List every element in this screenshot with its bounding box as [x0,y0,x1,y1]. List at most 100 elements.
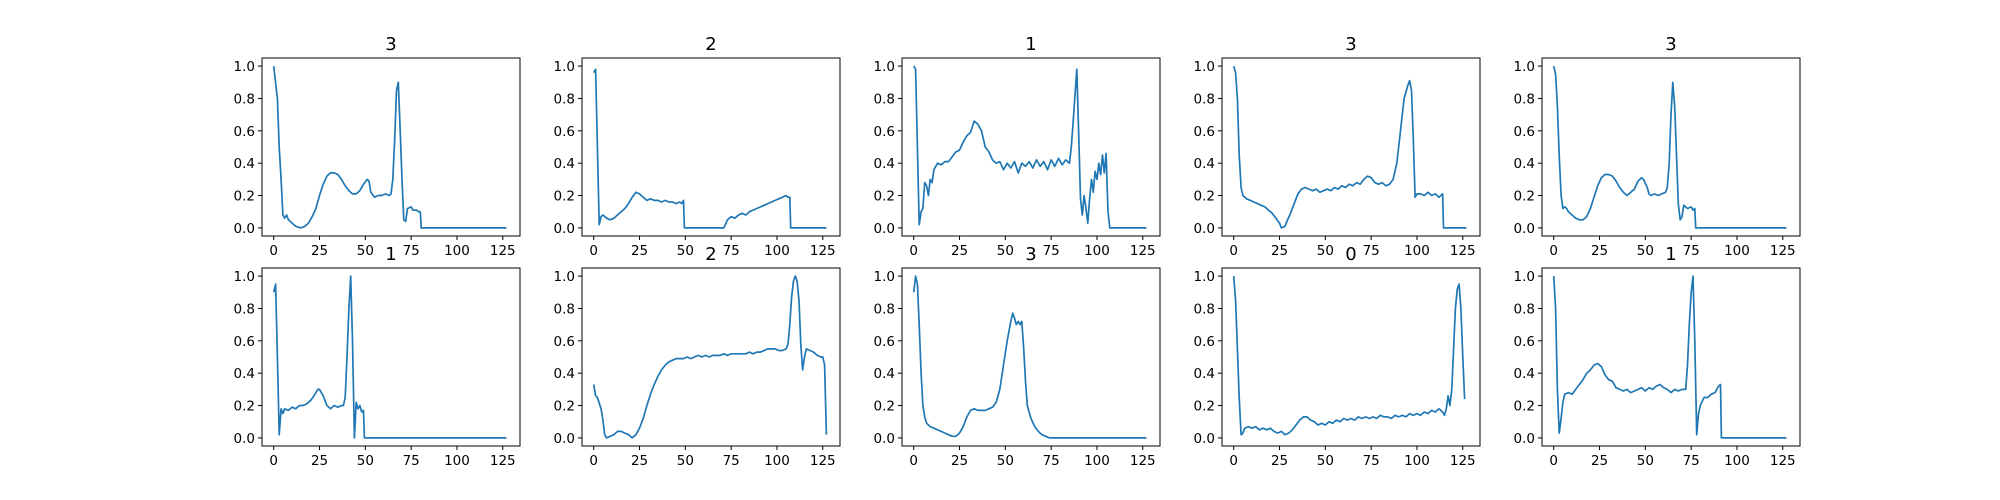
x-tick-label: 100 [1724,243,1750,259]
x-tick-label: 100 [1404,243,1430,259]
x-tick-label: 50 [1637,453,1654,469]
x-tick-label: 100 [444,453,470,469]
x-tick-label: 125 [1770,243,1796,259]
x-tick-label: 25 [1591,453,1608,469]
x-tick-label: 75 [723,243,740,259]
x-tick-label: 50 [357,243,374,259]
x-tick-label: 0 [269,453,278,469]
y-tick-label: 0.4 [1514,156,1535,172]
y-tick-label: 0.2 [234,399,255,415]
x-tick-label: 125 [1130,453,1156,469]
subplot-title: 3 [1345,34,1356,55]
y-tick-label: 0.4 [1194,366,1215,382]
axes-frame [1221,57,1481,237]
x-tick-label: 50 [1317,453,1334,469]
subplot-4: 3 0 25 50 75 100 125 0.0 0.2 0.4 0.6 0.8 1.0 [1194,34,1481,259]
x-tick-label: 125 [1130,243,1156,259]
y-tick-label: 0.6 [874,124,895,140]
axes-frame [1541,267,1801,447]
series-line [1232,276,1466,436]
subplot-6: 1 0 25 50 75 100 125 0.0 0.2 0.4 0.6 0.8 1.0 [234,244,521,469]
x-tick-label: 100 [1404,453,1430,469]
x-tick-label: 75 [1683,453,1700,469]
subplot-title: 2 [705,34,716,55]
x-tick-label: 50 [997,453,1014,469]
series-line [912,65,1147,229]
y-tick-label: 0.4 [554,156,575,172]
y-tick-label: 1.0 [554,59,575,75]
series-line [272,275,507,439]
series-line [1232,65,1467,229]
y-tick-label: 0.6 [1194,334,1215,350]
y-tick-label: 0.6 [1514,124,1535,140]
x-tick-label: 50 [357,453,374,469]
y-tick-label: 1.0 [1514,59,1535,75]
subplot-10: 1 0 25 50 75 100 125 0.0 0.2 0.4 0.6 0.8 1.0 [1514,244,1801,469]
y-tick-label: 0.8 [874,301,895,317]
x-tick-label: 0 [589,453,598,469]
y-tick-label: 1.0 [1194,59,1215,75]
x-tick-label: 100 [1084,243,1110,259]
x-tick-label: 125 [490,453,516,469]
y-tick-label: 0.2 [1514,189,1535,205]
y-tick-label: 0.2 [874,399,895,415]
x-tick-label: 125 [1450,453,1476,469]
y-tick-label: 0.8 [1514,91,1535,107]
subplot-title: 1 [1665,244,1676,265]
x-tick-label: 25 [631,453,648,469]
series-line [592,275,828,439]
x-tick-label: 0 [1229,453,1238,469]
y-tick-label: 0.4 [234,366,255,382]
y-tick-label: 0.8 [234,91,255,107]
x-tick-label: 75 [1043,243,1060,259]
subplot-9: 0 0 25 50 75 100 125 0.0 0.2 0.4 0.6 0.8 1.0 [1194,244,1481,469]
y-tick-label: 0.2 [554,399,575,415]
y-tick-label: 0.8 [1194,301,1215,317]
y-tick-label: 0.0 [554,221,575,237]
y-tick-label: 0.8 [874,91,895,107]
x-tick-label: 75 [1363,243,1380,259]
y-tick-label: 0.2 [1194,399,1215,415]
x-tick-label: 100 [1084,453,1110,469]
x-tick-label: 50 [997,243,1014,259]
series-line [272,66,507,229]
axes-frame [1221,267,1481,447]
x-tick-label: 125 [1450,243,1476,259]
x-tick-label: 25 [1591,243,1608,259]
x-tick-label: 0 [589,243,598,259]
x-tick-label: 0 [909,453,918,469]
x-tick-label: 50 [1317,243,1334,259]
x-tick-label: 25 [951,453,968,469]
y-tick-label: 1.0 [554,269,575,285]
x-tick-label: 0 [269,243,278,259]
y-tick-label: 0.4 [874,366,895,382]
x-tick-label: 50 [677,453,694,469]
axes-frame [261,267,521,447]
y-tick-label: 0.6 [234,124,255,140]
subplot-3: 1 0 25 50 75 100 125 0.0 0.2 0.4 0.6 0.8 1.0 [874,34,1161,259]
subplot-1: 3 0 25 50 75 100 125 0.0 0.2 0.4 0.6 0.8 1.0 [234,34,521,259]
x-tick-label: 0 [1229,243,1238,259]
subplot-5: 3 0 25 50 75 100 125 0.0 0.2 0.4 0.6 0.8 1.0 [1514,34,1801,259]
y-tick-label: 0.6 [1194,124,1215,140]
x-tick-label: 25 [311,243,328,259]
x-tick-label: 50 [677,243,694,259]
x-tick-label: 0 [1549,243,1558,259]
y-tick-label: 0.4 [234,156,255,172]
y-tick-label: 0.8 [1194,91,1215,107]
subplot-title: 3 [1025,244,1036,265]
axes-frame [901,57,1161,237]
y-tick-label: 0.8 [554,91,575,107]
x-tick-label: 125 [810,243,836,259]
x-tick-label: 75 [1363,453,1380,469]
y-tick-label: 0.0 [874,221,895,237]
subplot-title: 2 [705,244,716,265]
x-tick-label: 0 [909,243,918,259]
x-tick-label: 100 [1724,453,1750,469]
x-tick-label: 75 [403,453,420,469]
y-tick-label: 0.8 [1514,301,1535,317]
axes-frame [901,267,1161,447]
y-tick-label: 0.0 [234,431,255,447]
y-tick-label: 1.0 [234,59,255,75]
